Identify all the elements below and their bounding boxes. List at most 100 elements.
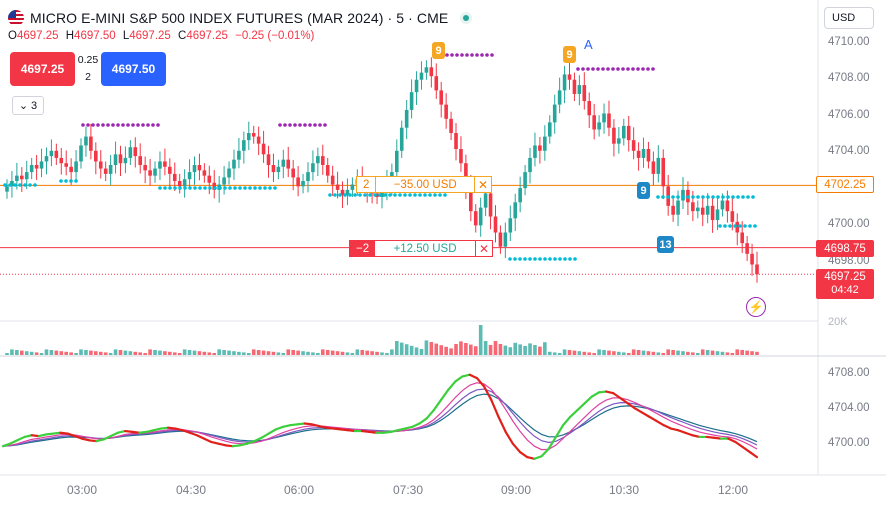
candle-body bbox=[399, 127, 404, 151]
volume-bar bbox=[444, 346, 448, 355]
candle-body bbox=[572, 79, 577, 94]
symbol-title[interactable]: MICRO E-MINI S&P 500 INDEX FUTURES (MAR … bbox=[30, 10, 449, 26]
volume-bar bbox=[750, 351, 754, 355]
candle-body bbox=[320, 156, 325, 165]
candle-body bbox=[84, 136, 88, 146]
resistance-dot bbox=[298, 123, 302, 127]
candle-body bbox=[375, 193, 379, 197]
td-sequential-marker: 9 bbox=[432, 42, 445, 59]
candle-body bbox=[656, 157, 661, 174]
support-dot bbox=[338, 193, 342, 197]
volume-bar bbox=[10, 349, 14, 355]
candle-body bbox=[276, 166, 281, 173]
resistance-dot bbox=[470, 53, 474, 57]
resistance-dot bbox=[450, 53, 454, 57]
resistance-dot bbox=[576, 67, 580, 71]
price-tag-position[interactable]: 4698.75 bbox=[816, 240, 874, 257]
price-tag-take-profit[interactable]: 4702.25 bbox=[816, 176, 874, 193]
volume-bar bbox=[168, 351, 172, 355]
sell-button[interactable]: 4697.25 bbox=[10, 52, 75, 86]
oscillator-fast-segment bbox=[360, 429, 371, 433]
volume-bar bbox=[49, 350, 54, 355]
support-dot bbox=[443, 193, 447, 197]
candle-body bbox=[291, 168, 295, 178]
candle-body bbox=[44, 156, 49, 162]
support-dot bbox=[398, 193, 402, 197]
indicators-toggle-button[interactable]: ⌄ 3 bbox=[12, 96, 44, 115]
candle-body bbox=[296, 177, 300, 187]
volume-bar bbox=[256, 350, 261, 355]
low-value: 4697.25 bbox=[129, 30, 171, 42]
resistance-dot bbox=[151, 123, 155, 127]
position-order-line[interactable]: −2 +12.50 USD ✕ bbox=[349, 240, 493, 257]
support-dot bbox=[748, 224, 752, 228]
take-profit-order-line[interactable]: 2 −35.00 USD ✕ bbox=[356, 176, 492, 193]
volume-bar bbox=[646, 351, 651, 355]
support-dot bbox=[348, 193, 352, 197]
candle-body bbox=[325, 165, 330, 176]
close-icon[interactable]: ✕ bbox=[474, 177, 491, 192]
order-qty[interactable]: 2 bbox=[357, 177, 377, 192]
resistance-dot bbox=[616, 67, 620, 71]
volume-bar bbox=[523, 346, 527, 355]
support-dot bbox=[188, 186, 192, 190]
oscillator-fast-segment bbox=[389, 429, 400, 433]
oscillator-fast-segment bbox=[325, 426, 335, 430]
volume-bar bbox=[449, 348, 453, 355]
position-qty[interactable]: −2 bbox=[350, 241, 376, 256]
oscillator-fast-segment bbox=[346, 429, 356, 433]
candle-body bbox=[212, 182, 217, 190]
support-dot bbox=[711, 195, 715, 199]
close-icon[interactable]: ✕ bbox=[475, 241, 492, 256]
oscillator-fast-segment bbox=[231, 444, 242, 448]
candle-body bbox=[380, 191, 384, 197]
candle-body bbox=[710, 205, 715, 221]
candle-body bbox=[543, 136, 547, 151]
oscillator-fast-segment bbox=[569, 408, 579, 418]
candle-body bbox=[730, 211, 735, 222]
oscillator-fast-segment bbox=[705, 435, 716, 439]
td-sequential-marker: 9 bbox=[563, 46, 576, 63]
buy-button[interactable]: 4697.50 bbox=[101, 52, 166, 86]
resistance-dot bbox=[116, 123, 120, 127]
oscillator-fast-segment bbox=[684, 431, 694, 437]
lightning-icon[interactable]: ⚡ bbox=[746, 297, 766, 317]
volume-bar bbox=[626, 353, 631, 355]
price-tag-last: 4697.25 04:42 bbox=[816, 269, 874, 299]
volume-bar bbox=[473, 346, 478, 355]
volume-bar bbox=[163, 351, 167, 355]
support-dot bbox=[263, 186, 267, 190]
volume-bar bbox=[503, 345, 508, 355]
oscillator-fast-segment bbox=[123, 429, 134, 433]
currency-select[interactable]: USD bbox=[824, 7, 874, 29]
support-dot bbox=[528, 257, 532, 261]
support-dot bbox=[418, 193, 422, 197]
volume-bar bbox=[454, 344, 458, 355]
candle-body bbox=[740, 232, 744, 244]
volume-bar bbox=[29, 351, 34, 355]
volume-bar bbox=[306, 351, 310, 355]
volume-bar bbox=[651, 351, 656, 355]
oscillator-fast-segment bbox=[526, 456, 536, 460]
resistance-dot bbox=[81, 123, 85, 127]
candle-body bbox=[202, 170, 207, 176]
volume-bar bbox=[710, 350, 715, 355]
candle-body bbox=[54, 150, 59, 158]
oscillator-fast-segment bbox=[253, 436, 263, 443]
support-dot bbox=[228, 186, 232, 190]
market-open-dot-icon[interactable] bbox=[460, 12, 473, 24]
oscillator-fast-segment bbox=[626, 402, 637, 410]
resistance-dot bbox=[480, 53, 484, 57]
volume-bar bbox=[385, 353, 389, 355]
resistance-dot bbox=[101, 123, 105, 127]
support-dot bbox=[533, 257, 537, 261]
volume-bar bbox=[172, 352, 177, 355]
quantity-value[interactable]: 2 bbox=[85, 71, 91, 83]
volume-bar bbox=[118, 350, 123, 355]
candle-body bbox=[197, 165, 202, 171]
support-dot bbox=[553, 257, 557, 261]
candle-body bbox=[547, 122, 552, 137]
candle-body bbox=[281, 159, 286, 167]
oscillator-fast-segment bbox=[152, 427, 163, 432]
